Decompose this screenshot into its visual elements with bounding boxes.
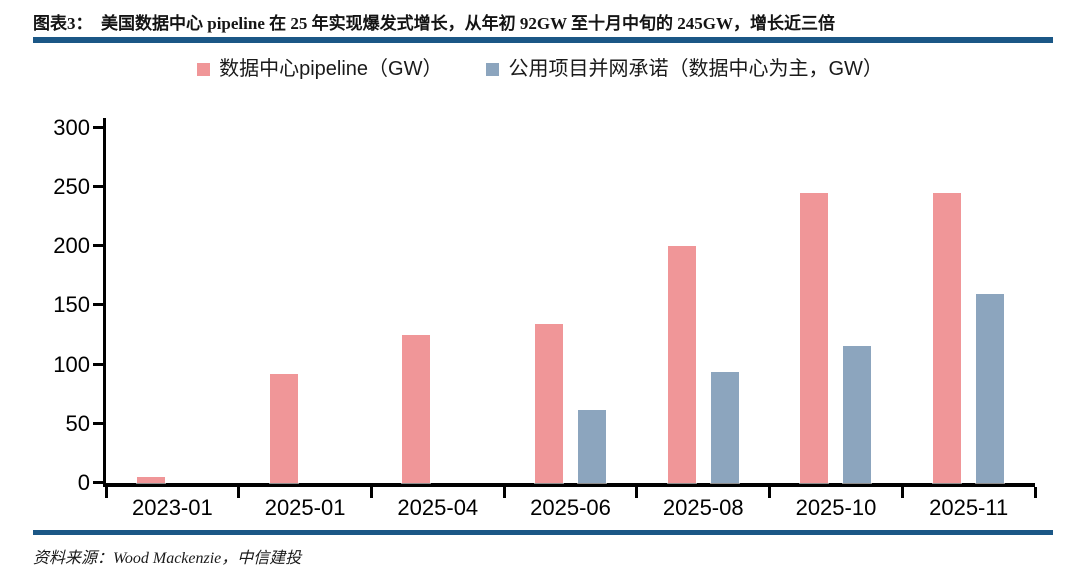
bar-group-2023-01 (106, 128, 239, 484)
y-label-50: 50 (65, 411, 90, 436)
y-axis-labels: 0 50 100 150 200 250 300 (0, 117, 90, 494)
chart-legend: 数据中心pipeline（GW） 公用项目并网承诺（数据中心为主，GW） (0, 59, 1080, 79)
x-tick-0 (104, 487, 108, 498)
bar-group-2025-04 (371, 128, 504, 484)
y-axis-line-cap (103, 118, 106, 128)
bar-groups (106, 128, 1035, 484)
x-label-2023-01: 2023-01 (131, 495, 213, 520)
bar-pipeline-2025-04 (401, 334, 432, 484)
bar-group-2025-01 (239, 128, 372, 484)
plot-area (93, 118, 1037, 498)
x-tick-3 (502, 487, 506, 498)
x-tick-6 (900, 487, 904, 498)
y-label-300: 300 (53, 115, 90, 140)
x-label-2025-04: 2025-04 (397, 495, 479, 520)
x-tick-4 (635, 487, 639, 498)
bar-group-2025-10 (770, 128, 903, 484)
bar-interconnection-2025-11 (975, 293, 1006, 484)
x-tick-7 (1033, 487, 1037, 498)
x-label-2025-01: 2025-01 (264, 495, 346, 520)
y-tick-250 (93, 185, 103, 188)
bar-interconnection-2025-08 (709, 371, 740, 484)
bar-pipeline-2025-11 (932, 192, 963, 484)
legend-item-pipeline: 数据中心pipeline（GW） (197, 59, 442, 79)
x-label-2025-11: 2025-11 (929, 495, 1009, 520)
legend-label-pipeline: 数据中心pipeline（GW） (219, 58, 443, 80)
y-tick-0 (93, 481, 103, 484)
y-tick-300 (93, 126, 103, 129)
bar-pipeline-2025-08 (666, 245, 697, 484)
x-label-2025-10: 2025-10 (795, 495, 877, 520)
legend-label-interconnection: 公用项目并网承诺（数据中心为主，GW） (508, 58, 883, 80)
bar-interconnection-2025-10 (842, 345, 873, 484)
y-tick-100 (93, 363, 103, 366)
legend-swatch-blue (486, 62, 500, 76)
x-axis-labels: 2023-01 2025-01 2025-04 2025-06 2025-08 2025-… (106, 495, 1035, 520)
y-tick-50 (93, 422, 103, 425)
bar-group-2025-08 (637, 128, 770, 484)
legend-item-interconnection: 公用项目并网承诺（数据中心为主，GW） (486, 58, 883, 80)
x-label-2025-08: 2025-08 (662, 495, 744, 520)
bar-group-2025-06 (504, 128, 637, 484)
y-label-250: 250 (53, 174, 90, 199)
source-note: 资料来源：Wood Mackenzie，中信建投 (33, 550, 302, 567)
y-label-200: 200 (53, 233, 90, 258)
legend-swatch-pink (197, 62, 211, 76)
x-tick-1 (237, 487, 241, 498)
bar-pipeline-2025-10 (799, 192, 830, 484)
bar-group-2025-11 (902, 128, 1035, 484)
bar-pipeline-2023-01 (135, 476, 166, 484)
figure-title: 图表3： 美国数据中心 pipeline 在 25 年实现爆发式增长，从年初 9… (33, 14, 836, 33)
y-label-150: 150 (53, 292, 90, 317)
y-tick-200 (93, 244, 103, 247)
bottom-divider (33, 530, 1053, 535)
x-tick-2 (369, 487, 373, 498)
y-tick-150 (93, 303, 103, 306)
y-label-100: 100 (53, 352, 90, 377)
y-label-0: 0 (77, 470, 90, 495)
top-divider (33, 37, 1053, 43)
x-label-2025-06: 2025-06 (530, 495, 611, 520)
x-tick-5 (768, 487, 772, 498)
bar-pipeline-2025-06 (534, 323, 565, 484)
bar-pipeline-2025-01 (268, 373, 299, 484)
bar-interconnection-2025-06 (577, 409, 608, 484)
